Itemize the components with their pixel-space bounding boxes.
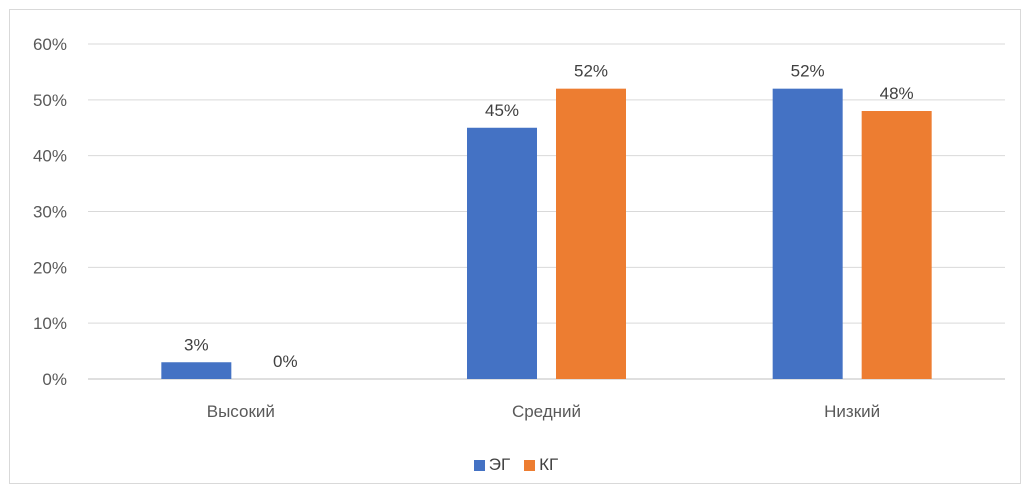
bar-chart: 0% 10% 20% 30% 40% 50% 60% 3% 0% Высокий 45% 52% Сре… (33, 35, 1005, 421)
legend-label-kg: КГ (539, 455, 559, 474)
y-tick-label: 60% (33, 35, 67, 54)
bar (772, 88, 843, 380)
legend-item-eg: ЭГ (473, 455, 511, 475)
data-label: 0% (273, 352, 298, 371)
y-tick-label: 10% (33, 314, 67, 333)
data-label: 52% (574, 62, 608, 81)
data-label: 45% (485, 101, 519, 120)
y-tick-label: 50% (33, 91, 67, 110)
legend-label-eg: ЭГ (488, 455, 511, 474)
data-label: 52% (791, 62, 825, 81)
bar (861, 111, 932, 379)
bar (556, 88, 626, 380)
legend-swatch-eg (473, 459, 485, 471)
y-tick-label: 30% (33, 203, 67, 222)
legend-item-kg: КГ (524, 455, 558, 475)
x-tick-label: Низкий (824, 402, 880, 421)
y-tick-label: 0% (42, 370, 67, 389)
x-tick-label: Средний (512, 402, 581, 421)
x-tick-label: Высокий (207, 402, 275, 421)
y-tick-label: 40% (33, 147, 67, 166)
bar (161, 362, 232, 379)
bar (467, 127, 537, 379)
legend-swatch-kg (524, 459, 536, 471)
y-tick-label: 20% (33, 258, 67, 277)
data-label: 48% (880, 84, 914, 103)
legend: ЭГ КГ (0, 455, 1032, 475)
data-label: 3% (184, 335, 209, 354)
